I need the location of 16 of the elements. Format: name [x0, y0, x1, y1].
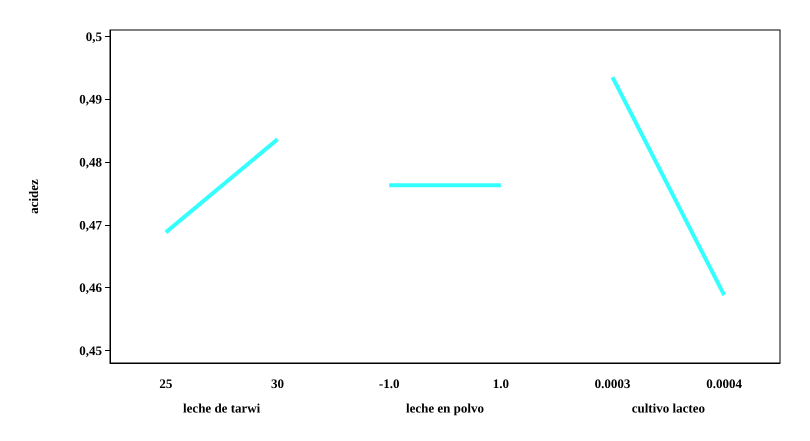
y-tick-label: 0,5: [86, 28, 102, 44]
y-tick-label: 0,48: [79, 154, 102, 170]
y-tick-label: 0,46: [79, 280, 102, 296]
y-axis-title: acidez: [26, 178, 41, 214]
y-tick-label: 0,47: [79, 217, 102, 232]
text: leche de tarwi: [183, 400, 261, 416]
x-tick-label: 0.0004: [706, 376, 743, 391]
x-tick-label: -1.0: [378, 376, 400, 391]
x-tick-label: 0.0003: [594, 376, 631, 391]
y-tick-label: 0,49: [79, 92, 102, 107]
text: leche en polvo: [406, 400, 484, 416]
x-tick-label: 1.0: [492, 376, 509, 391]
x-tick-label: 30: [271, 376, 284, 391]
x-tick-label: 25: [159, 376, 173, 391]
y-tick-label: 0,45: [79, 342, 102, 358]
text: cultivo lacteo: [632, 400, 705, 416]
